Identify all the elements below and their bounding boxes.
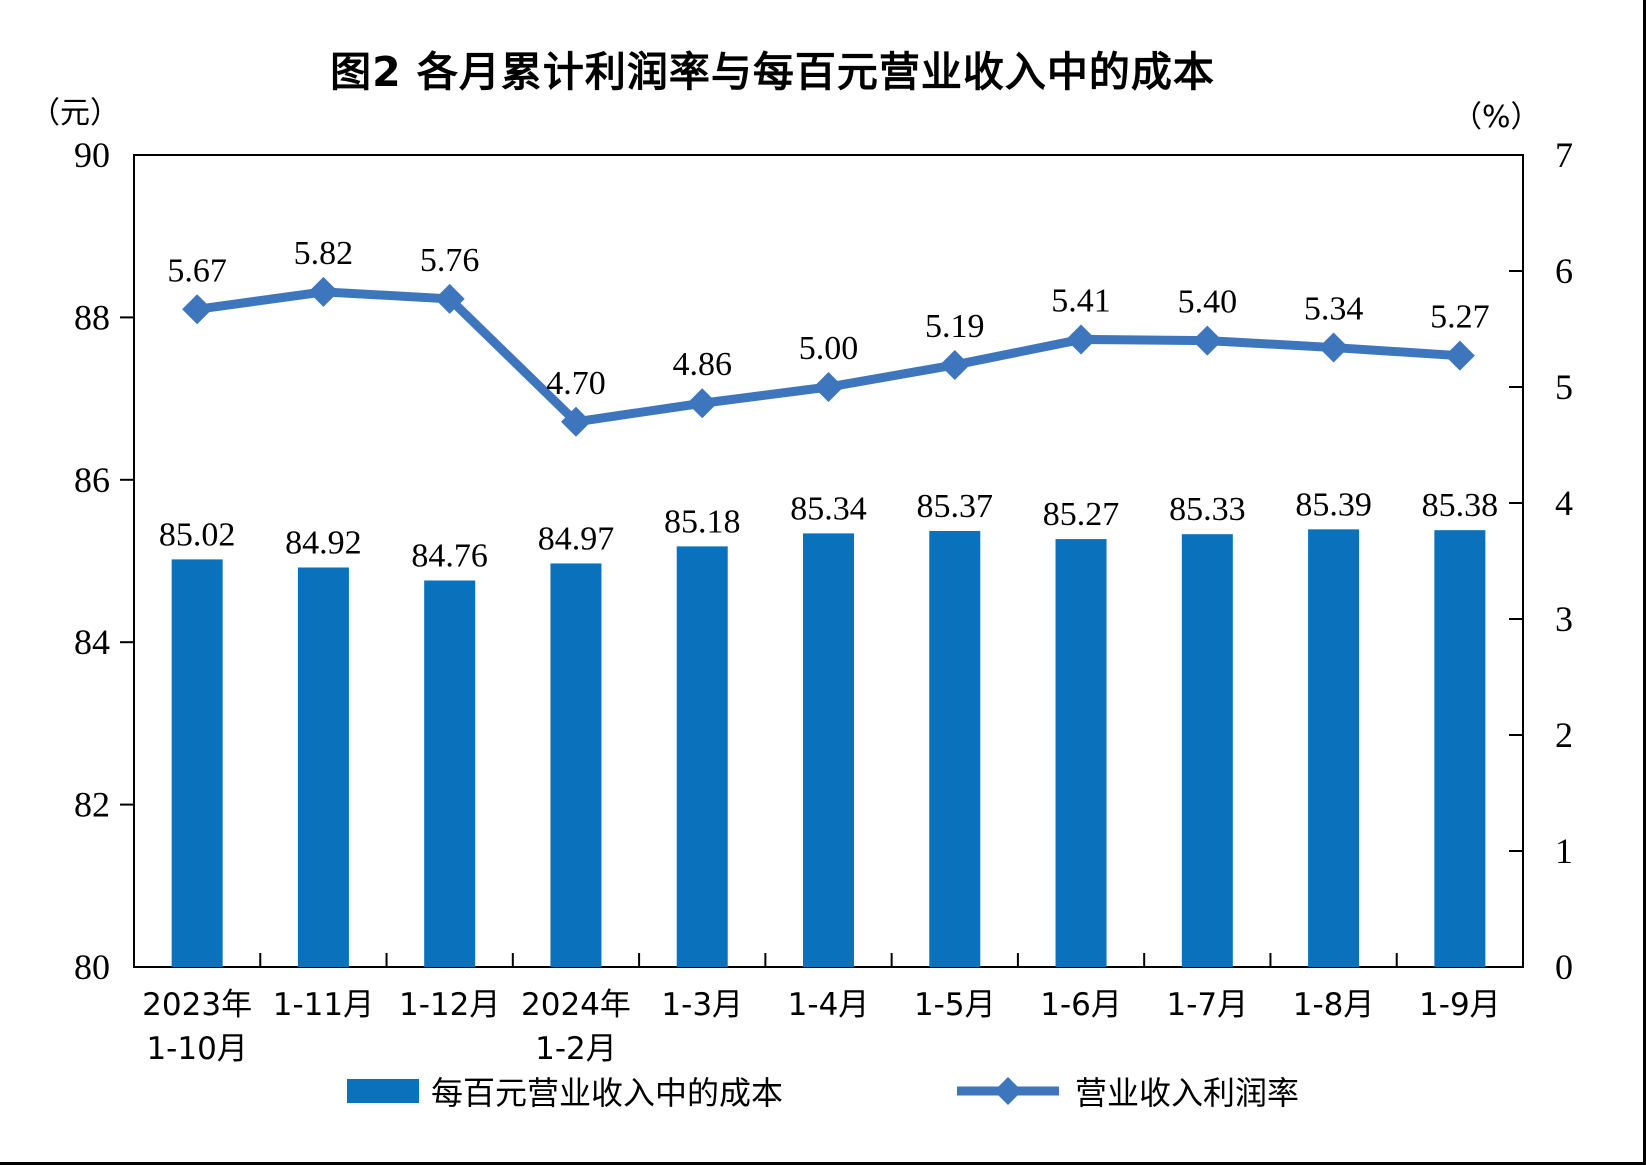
bar-9 [1308,529,1360,967]
line-value-label: 5.00 [799,330,859,367]
x-category-label: 1-3月 [661,987,743,1023]
bar-value-label: 85.38 [1422,487,1499,524]
legend-label-cost: 每百元营业收入中的成本 [430,1074,783,1112]
legend-item-cost: 每百元营业收入中的成本 [346,1068,783,1114]
line-marker-0 [182,294,213,325]
left-axis-tick-label: 84 [74,622,110,662]
line-value-label: 4.86 [672,346,732,383]
bar-value-label: 85.18 [664,503,741,540]
chart-title: 图2 各月累计利润率与每百元营业收入中的成本 [330,48,1215,96]
x-category-label: 1-8月 [1293,987,1375,1023]
x-category-label: 1-11月 [273,987,374,1023]
legend-item-profit: 营业收入利润率 [953,1068,1299,1114]
line-marker-1 [308,276,339,307]
left-axis-unit: （元） [30,96,120,131]
bar-8 [1181,534,1233,967]
bar-value-label: 85.27 [1043,496,1120,533]
bar-4 [676,546,728,967]
line-value-label: 4.70 [546,365,606,402]
line-value-label: 5.27 [1430,299,1490,336]
bar-1 [297,567,349,967]
x-category-label: 1-12月 [399,987,500,1023]
line-marker-10 [1444,340,1475,371]
left-axis-tick-label: 90 [74,135,110,175]
right-axis-tick-label: 4 [1555,483,1573,523]
right-axis-tick-label: 5 [1555,367,1573,407]
x-category-label: 1-9月 [1419,987,1501,1023]
x-category-label: 2023年 1-10月 [142,987,252,1067]
line-value-label: 5.41 [1051,282,1111,319]
line-marker-5 [813,372,844,402]
x-category-label: 1-4月 [788,987,870,1023]
bar-3 [550,563,602,967]
line-marker-6 [939,349,970,380]
right-axis-tick-label: 0 [1555,947,1573,987]
bar-value-label: 85.39 [1295,486,1372,523]
right-axis-tick-label: 3 [1555,599,1573,639]
x-category-label: 1-5月 [914,987,996,1023]
bar-7 [1055,539,1107,967]
bar-value-label: 85.02 [159,516,236,553]
line-series-swatch [957,1077,1059,1105]
x-category-label: 1-7月 [1166,987,1248,1023]
chart-legend: 每百元营业收入中的成本 营业收入利润率 [0,1068,1646,1114]
right-axis-tick-label: 7 [1555,135,1573,175]
bar-value-label: 84.76 [411,537,488,574]
line-marker-4 [687,388,718,419]
line-value-label: 5.82 [294,235,354,272]
left-axis-tick-label: 82 [74,785,110,825]
right-axis-tick-label: 6 [1555,251,1573,291]
right-axis-tick-label: 2 [1555,715,1573,755]
left-axis-tick-label: 86 [74,460,110,500]
bar-10 [1434,530,1486,967]
right-axis-unit: （%） [1452,100,1541,135]
line-marker-3 [560,406,591,437]
x-category-label: 1-6月 [1040,987,1122,1023]
line-marker-8 [1192,325,1223,356]
line-marker-9 [1318,332,1349,363]
bar-value-label: 85.37 [917,488,994,525]
page-border-bottom [0,1162,1646,1165]
bar-value-label: 85.33 [1169,491,1246,528]
bar-value-label: 84.92 [285,524,362,561]
right-axis-tick-label: 1 [1555,831,1573,871]
bar-5 [803,533,854,967]
bar-6 [929,530,981,967]
legend-label-profit: 营业收入利润率 [1075,1074,1300,1112]
line-value-label: 5.40 [1178,284,1238,321]
line-value-label: 5.67 [167,252,227,289]
bar-series-swatch [346,1079,419,1103]
left-axis-tick-label: 88 [74,297,110,337]
bar-0 [171,559,223,967]
left-axis-tick-label: 80 [74,947,110,987]
x-category-label: 2024年 1-2月 [521,987,631,1067]
line-marker-2 [434,283,465,314]
line-value-label: 5.76 [420,242,480,279]
line-marker-7 [1066,324,1097,355]
line-value-label: 5.34 [1304,291,1364,328]
line-value-label: 5.19 [925,308,985,345]
bar-2 [424,580,476,967]
bar-value-label: 84.97 [538,520,615,557]
bar-value-label: 85.34 [790,490,867,527]
page-border-right [1643,0,1646,1165]
